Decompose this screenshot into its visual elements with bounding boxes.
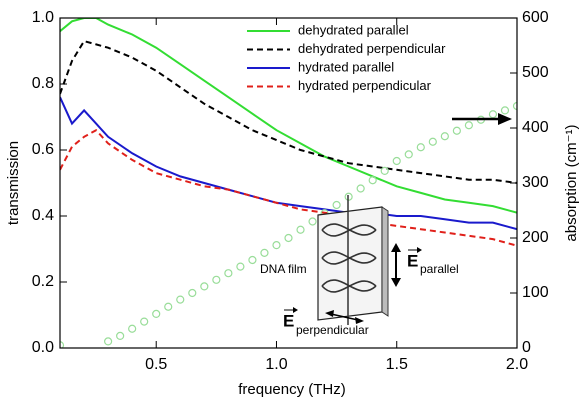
y2-tick-label: 300 bbox=[522, 174, 549, 191]
plot-area bbox=[60, 18, 517, 348]
y-tick-label: 0.0 bbox=[32, 339, 54, 356]
data-point bbox=[332, 200, 341, 210]
y-tick-label: 1.0 bbox=[32, 9, 54, 26]
data-line bbox=[60, 39, 517, 184]
data-point bbox=[152, 309, 161, 318]
data-point bbox=[404, 150, 413, 159]
data-point bbox=[164, 302, 173, 311]
data-point bbox=[284, 233, 293, 243]
y-axis-label: transmission bbox=[5, 141, 22, 225]
data-point bbox=[176, 295, 185, 304]
data-point bbox=[308, 217, 317, 226]
data-line bbox=[60, 18, 517, 214]
data-point bbox=[260, 248, 269, 257]
data-point bbox=[296, 225, 305, 234]
data-point bbox=[428, 137, 437, 146]
data-point bbox=[464, 121, 473, 130]
data-point bbox=[416, 143, 425, 152]
data-point bbox=[60, 341, 65, 348]
data-point bbox=[512, 101, 517, 111]
dna-film-inset bbox=[284, 195, 422, 325]
y-tick-label: 0.2 bbox=[32, 273, 54, 290]
data-line bbox=[60, 128, 517, 247]
data-point bbox=[104, 337, 113, 346]
y2-tick-label: 600 bbox=[522, 9, 549, 26]
y2-tick-label: 200 bbox=[522, 229, 549, 246]
data-point bbox=[488, 110, 498, 119]
y-tick-label: 0.8 bbox=[32, 75, 54, 92]
data-point bbox=[392, 156, 401, 166]
data-point bbox=[200, 282, 209, 291]
y2-tick-label: 400 bbox=[522, 119, 549, 136]
y-tick-label: 0.4 bbox=[32, 207, 54, 224]
annotation: parallel bbox=[420, 262, 459, 276]
data-point bbox=[140, 317, 149, 326]
data-point bbox=[440, 132, 449, 141]
legend-label: dehydrated perpendicular bbox=[298, 41, 446, 56]
data-point bbox=[248, 255, 257, 265]
annotation: E bbox=[283, 311, 294, 330]
x-tick-label: 1.0 bbox=[265, 356, 287, 373]
legend-label: dehydrated parallel bbox=[298, 22, 409, 37]
x-tick-label: 0.5 bbox=[145, 356, 167, 373]
data-point bbox=[452, 126, 461, 135]
data-point bbox=[236, 262, 245, 271]
x-tick-label: 1.5 bbox=[386, 356, 408, 373]
x-axis-label: frequency (THz) bbox=[238, 381, 346, 398]
legend-label: hydrated perpendicular bbox=[298, 78, 432, 93]
data-point bbox=[380, 166, 389, 175]
axis-arrow bbox=[452, 113, 512, 125]
y-tick-label: 0.6 bbox=[32, 141, 54, 158]
data-point bbox=[188, 288, 197, 298]
y2-tick-label: 100 bbox=[522, 284, 549, 301]
data-point bbox=[368, 176, 377, 185]
annotation: perpendicular bbox=[296, 323, 369, 337]
data-point bbox=[128, 324, 137, 333]
data-point bbox=[500, 106, 510, 115]
annotation: E bbox=[407, 251, 418, 270]
data-point bbox=[356, 184, 365, 193]
data-point bbox=[116, 331, 125, 340]
annotation: DNA film bbox=[260, 262, 307, 276]
y2-axis-label: absorption (cm⁻¹) bbox=[563, 124, 580, 241]
x-tick-label: 2.0 bbox=[506, 356, 528, 373]
data-point bbox=[224, 269, 233, 278]
y2-tick-label: 500 bbox=[522, 64, 549, 81]
y2-tick-label: 0 bbox=[522, 339, 531, 356]
legend-label: hydrated parallel bbox=[298, 59, 394, 74]
data-point bbox=[272, 241, 281, 250]
data-point bbox=[212, 275, 221, 284]
data-line bbox=[60, 96, 517, 231]
